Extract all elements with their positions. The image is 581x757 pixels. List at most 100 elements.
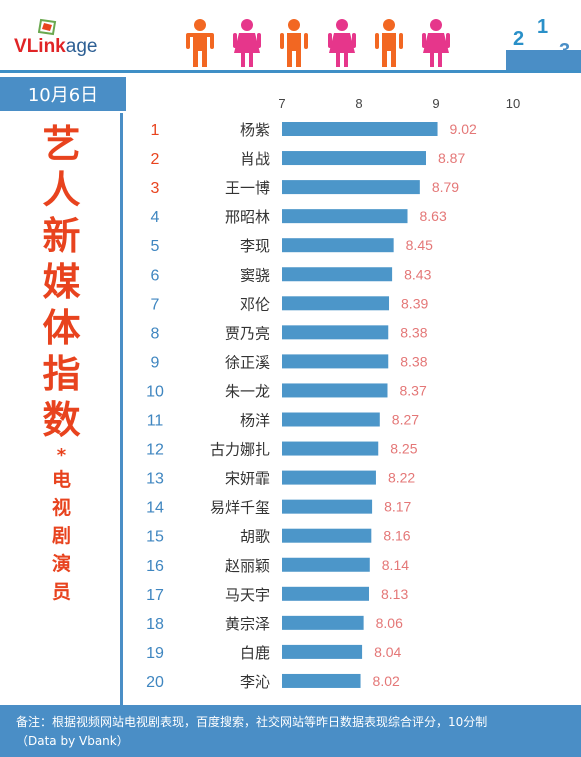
score-bar — [282, 325, 389, 340]
title-char: 人 — [42, 168, 81, 212]
footer-source-text: （Data by Vbank） — [16, 734, 129, 748]
actor-name: 杨洋 — [240, 412, 270, 430]
title-char: 新 — [42, 214, 81, 258]
score-bar — [282, 180, 420, 195]
rank-number: 2 — [151, 151, 160, 168]
score-bar — [282, 238, 394, 253]
logo-mark-icon — [38, 18, 57, 36]
score-bar — [282, 354, 389, 369]
ranking-bar-chart: 7 8 9 10 1 杨紫 9.02 2 肖战 8.87 3 王一博 8.79 4 邢昭林 8.63 5 李现 8.… — [146, 96, 520, 691]
rank-number: 16 — [146, 558, 164, 575]
rank-number: 18 — [146, 616, 164, 633]
rank-number: 19 — [146, 645, 164, 662]
person-orange-icon — [375, 19, 403, 67]
score-bar — [282, 586, 370, 601]
rank-number: 15 — [146, 529, 164, 546]
score-value-label: 8.22 — [388, 470, 415, 486]
actor-name: 李现 — [240, 237, 270, 255]
x-tick-label: 10 — [506, 96, 520, 111]
subtitle-char: 员 — [51, 581, 71, 603]
actor-name: 马天宇 — [225, 586, 270, 604]
score-value-label: 8.87 — [438, 150, 465, 166]
score-value-label: 8.14 — [382, 557, 409, 573]
actor-name: 邢昭林 — [225, 208, 270, 226]
score-bar — [282, 644, 363, 659]
score-value-label: 8.04 — [374, 644, 401, 660]
title-panel: 艺人新媒体指数 * 电视剧演员 — [0, 113, 123, 705]
rank-number: 20 — [146, 674, 164, 691]
rank-number: 1 — [151, 122, 160, 139]
title-char: 指 — [42, 352, 81, 396]
score-bar — [282, 673, 361, 688]
actor-name: 胡歌 — [240, 528, 270, 546]
actor-name: 赵丽颖 — [225, 557, 270, 575]
score-value-label: 8.39 — [401, 295, 428, 311]
person-orange-icon — [280, 19, 308, 67]
score-value-label: 9.02 — [450, 121, 477, 137]
person-pink-icon — [422, 19, 450, 67]
score-value-label: 8.25 — [390, 441, 417, 457]
score-value-label: 8.17 — [384, 499, 411, 515]
actor-name: 朱一龙 — [225, 382, 270, 400]
score-bar — [282, 383, 388, 398]
score-bar — [282, 296, 390, 311]
score-value-label: 8.38 — [400, 353, 427, 369]
x-tick-label: 7 — [278, 96, 285, 111]
score-bar — [282, 499, 373, 514]
rank-number: 4 — [151, 209, 160, 226]
rank-number: 7 — [151, 296, 160, 313]
actor-name: 徐正溪 — [225, 353, 270, 371]
header-divider — [0, 70, 581, 73]
person-pink-icon — [328, 19, 356, 67]
subtitle-char: 电 — [51, 469, 71, 491]
actor-name: 李沁 — [240, 673, 270, 691]
x-tick-label: 9 — [432, 96, 439, 111]
score-bar — [282, 441, 379, 456]
actor-name: 肖战 — [240, 150, 270, 168]
score-bar — [282, 209, 408, 224]
podium-first: 1 — [537, 16, 549, 38]
score-value-label: 8.79 — [432, 179, 459, 195]
score-value-label: 8.38 — [400, 324, 427, 340]
score-bar — [282, 528, 372, 543]
score-value-label: 8.37 — [399, 382, 426, 398]
rank-number: 8 — [151, 325, 160, 342]
score-value-label: 8.63 — [420, 208, 447, 224]
score-value-label: 8.27 — [392, 412, 419, 428]
person-pink-icon — [233, 19, 261, 67]
podium-third: 3 — [559, 40, 571, 62]
score-bar — [282, 267, 393, 282]
actor-name: 宋妍霏 — [225, 470, 270, 488]
footer-note: 备注：根据视频网站电视剧表现，百度搜索，社交网站等昨日数据表现综合评分，10分制… — [0, 705, 581, 757]
score-value-label: 8.13 — [381, 586, 408, 602]
actor-name: 古力娜扎 — [210, 441, 270, 459]
actor-name: 窦骁 — [240, 266, 270, 284]
score-bar — [282, 470, 376, 485]
podium-icon: 2 1 3 — [506, 16, 581, 70]
vlinkage-logo: VLinkage — [14, 36, 97, 58]
score-bar — [282, 412, 380, 427]
title-char: 媒 — [42, 260, 81, 304]
score-value-label: 8.06 — [376, 615, 403, 631]
actor-name: 邓伦 — [240, 295, 270, 313]
footer-note-text: 备注：根据视频网站电视剧表现，百度搜索，社交网站等昨日数据表现综合评分，10分制 — [16, 715, 488, 729]
rank-number: 11 — [147, 413, 164, 430]
logo-v: V — [14, 36, 27, 57]
score-bar — [282, 615, 364, 630]
rank-number: 9 — [151, 354, 160, 371]
vertical-title: 艺人新媒体指数 * 电视剧演员 — [0, 121, 123, 605]
score-value-label: 8.45 — [406, 237, 433, 253]
title-char: 数 — [42, 398, 81, 442]
subtitle-char: 演 — [51, 553, 71, 575]
rank-number: 12 — [146, 442, 164, 459]
date-label: 10月6日 — [0, 77, 126, 111]
actor-name: 贾乃亮 — [225, 324, 270, 342]
rank-number: 3 — [151, 180, 160, 197]
score-bar — [282, 557, 370, 572]
x-tick-label: 8 — [355, 96, 362, 111]
podium-second: 2 — [513, 28, 525, 50]
score-value-label: 8.43 — [404, 266, 431, 282]
logo-age: age — [65, 36, 98, 57]
rank-number: 17 — [146, 587, 164, 604]
rank-number: 6 — [151, 267, 160, 284]
